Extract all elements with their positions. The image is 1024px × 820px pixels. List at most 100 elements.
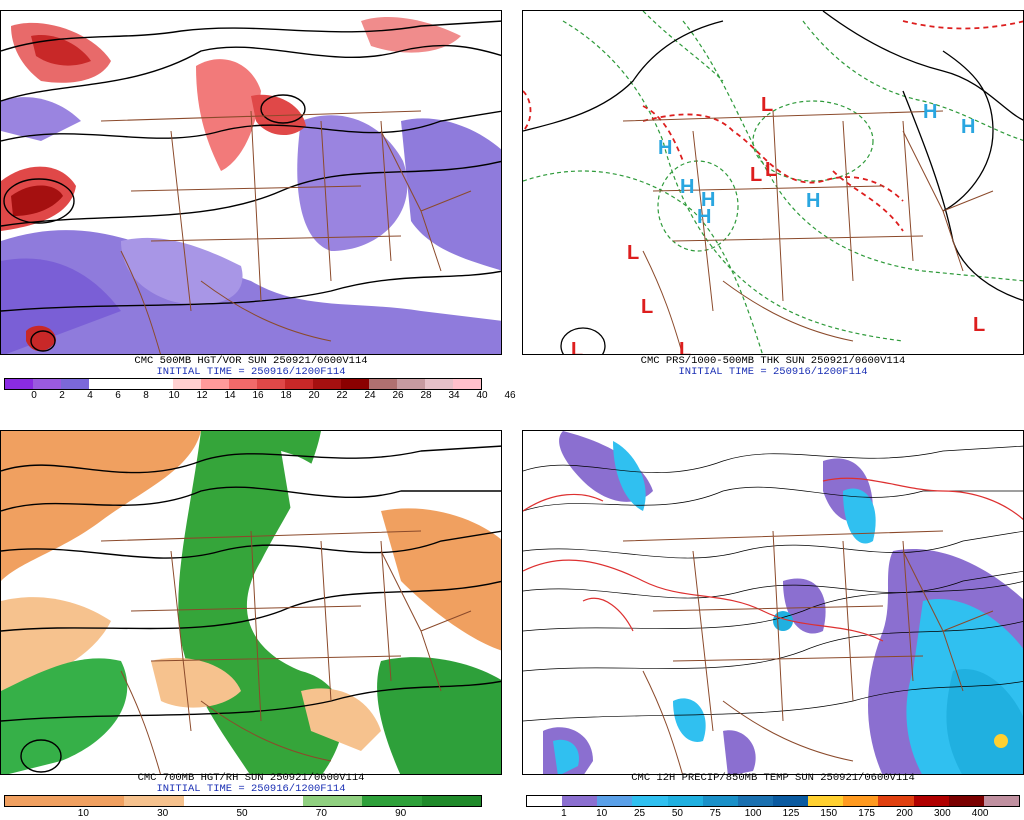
colorbar-swatch	[527, 796, 563, 806]
colorbar-label: 10	[596, 808, 608, 819]
colorbar-label: 22	[336, 390, 348, 401]
pressure-title: CMC PRS/1000-500MB THK SUN 250921/0600V1…	[640, 355, 906, 367]
colorbar-swatch	[702, 796, 738, 806]
pressure-panel: H H H H H H H L L L L L L L L CMC PRS/10…	[522, 0, 1024, 400]
vorticity-initial-time: INITIAL TIME = 250916/1200F114	[156, 366, 346, 378]
colorbar-label: 2	[59, 390, 65, 401]
low-center-4: L	[627, 242, 639, 264]
colorbar-label: 400	[971, 808, 989, 819]
colorbar-swatch	[64, 796, 124, 806]
colorbar-swatch	[89, 379, 117, 389]
low-center-5: L	[641, 296, 653, 318]
colorbar-label: 70	[315, 808, 327, 819]
humidity-colorbar	[4, 795, 482, 807]
colorbar-label: 10	[77, 808, 89, 819]
colorbar-swatch	[632, 796, 668, 806]
colorbar-swatch	[983, 796, 1019, 806]
colorbar-label: 75	[709, 808, 721, 819]
colorbar-swatch	[33, 379, 61, 389]
colorbar-label: 0	[31, 390, 37, 401]
colorbar-swatch	[737, 796, 773, 806]
precip-panel: CMC 12H PRECIP/850MB TEMP SUN 250921/060…	[522, 420, 1024, 820]
high-center-1: H	[923, 101, 937, 123]
colorbar-swatch	[562, 796, 598, 806]
colorbar-swatch	[257, 379, 285, 389]
high-center-4: H	[680, 176, 694, 198]
low-center-3: L	[765, 159, 777, 181]
colorbar-label: 10	[168, 390, 180, 401]
colorbar-swatch	[124, 796, 184, 806]
pressure-initial-time: INITIAL TIME = 250916/1200F114	[678, 366, 868, 378]
colorbar-label: 4	[87, 390, 93, 401]
colorbar-swatch	[843, 796, 879, 806]
low-center-1: L	[761, 94, 773, 116]
colorbar-swatch	[421, 796, 481, 806]
colorbar-label: 100	[744, 808, 762, 819]
colorbar-label: 150	[820, 808, 838, 819]
colorbar-swatch	[397, 379, 425, 389]
colorbar-swatch	[117, 379, 145, 389]
colorbar-label: 28	[420, 390, 432, 401]
colorbar-swatch	[5, 796, 65, 806]
colorbar-label: 50	[671, 808, 683, 819]
colorbar-swatch	[772, 796, 809, 806]
colorbar-swatch	[362, 796, 422, 806]
low-center-8: L	[973, 314, 985, 336]
vorticity-title: CMC 500MB HGT/VOR SUN 250921/0600V114	[134, 355, 368, 367]
colorbar-label: 200	[896, 808, 913, 819]
humidity-initial-time: INITIAL TIME = 250916/1200F114	[156, 783, 346, 795]
colorbar-label: 18	[280, 390, 292, 401]
colorbar-swatch	[667, 796, 703, 806]
high-center-7: H	[806, 190, 820, 212]
humidity-map	[0, 430, 502, 775]
colorbar-swatch	[425, 379, 453, 389]
colorbar-label: 30	[157, 808, 169, 819]
colorbar-label: 8	[143, 390, 149, 401]
low-center-2: L	[750, 164, 762, 186]
humidity-panel: CMC 700MB HGT/RH SUN 250921/0600V114 INI…	[0, 420, 502, 820]
colorbar-swatch	[948, 796, 984, 806]
precip-colorbar	[526, 795, 1020, 807]
colorbar-swatch	[313, 379, 341, 389]
pressure-map-graphic: H H H H H H H L L L L L L L L	[523, 11, 1023, 355]
high-center-6: H	[697, 206, 711, 228]
vorticity-colorbar	[4, 378, 482, 390]
pressure-map: H H H H H H H L L L L L L L L	[522, 10, 1024, 355]
high-center-3: H	[658, 137, 672, 159]
colorbar-label: 125	[782, 808, 800, 819]
colorbar-label: 50	[236, 808, 248, 819]
colorbar-label: 1	[561, 808, 567, 819]
humidity-map-graphic	[1, 431, 501, 774]
colorbar-swatch	[913, 796, 949, 806]
colorbar-swatch	[5, 379, 33, 389]
colorbar-label: 40	[476, 390, 488, 401]
high-center-2: H	[961, 116, 975, 138]
colorbar-label: 46	[504, 390, 516, 401]
low-center-7: L	[571, 339, 583, 355]
colorbar-swatch	[285, 379, 313, 389]
colorbar-label: 12	[196, 390, 208, 401]
precip-map-graphic	[523, 431, 1023, 774]
colorbar-label: 24	[364, 390, 376, 401]
colorbar-swatch	[229, 379, 257, 389]
vorticity-map	[0, 10, 502, 355]
colorbar-label: 14	[224, 390, 236, 401]
precip-map	[522, 430, 1024, 775]
colorbar-label: 16	[252, 390, 264, 401]
colorbar-swatch	[302, 796, 362, 806]
colorbar-swatch	[243, 796, 303, 806]
colorbar-label: 300	[933, 808, 951, 819]
vorticity-panel: CMC 500MB HGT/VOR SUN 250921/0600V114 IN…	[0, 0, 516, 401]
colorbar-swatch	[808, 796, 844, 806]
colorbar-label: 175	[858, 808, 875, 819]
colorbar-label: 34	[448, 390, 460, 401]
colorbar-swatch	[173, 379, 201, 389]
colorbar-swatch	[453, 379, 481, 389]
colorbar-swatch	[183, 796, 243, 806]
colorbar-swatch	[145, 379, 173, 389]
colorbar-swatch	[369, 379, 397, 389]
colorbar-label: 25	[633, 808, 646, 819]
colorbar-swatch	[597, 796, 633, 806]
colorbar-label: 90	[395, 808, 407, 819]
colorbar-label: 26	[392, 390, 404, 401]
